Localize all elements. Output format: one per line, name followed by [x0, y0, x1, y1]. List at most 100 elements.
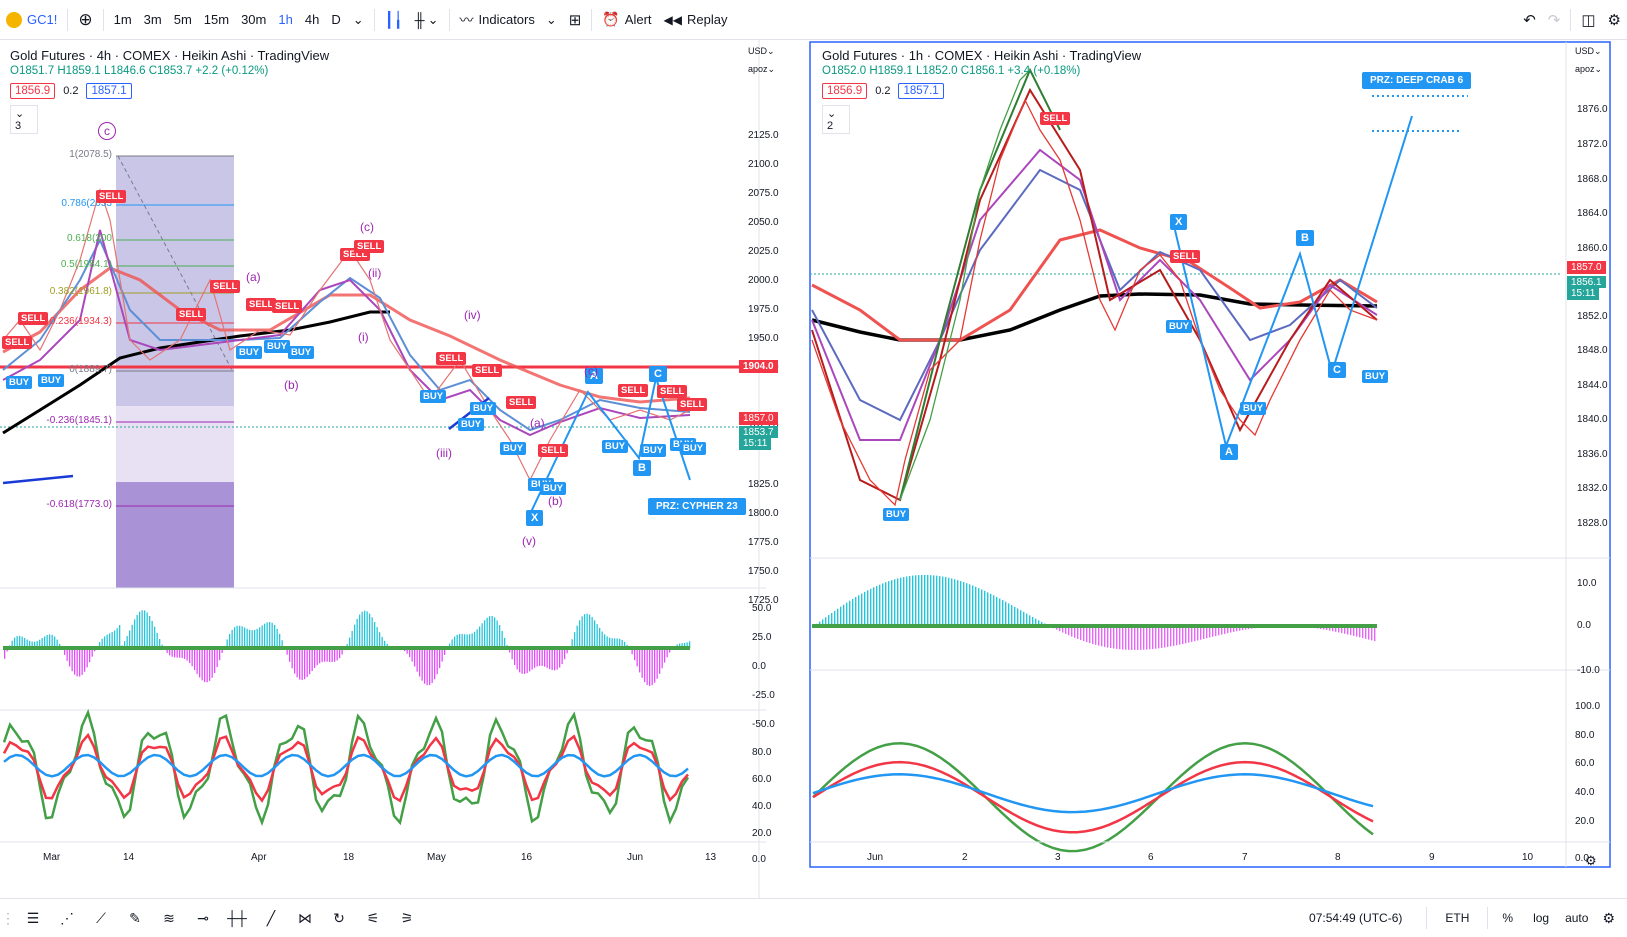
elliott-wave-label: (c): [584, 364, 598, 378]
session-toggle[interactable]: ETH: [1445, 911, 1470, 925]
layout-button[interactable]: ⊞: [563, 6, 588, 34]
abc-pattern-icon: ⋰: [60, 909, 74, 926]
chart-area[interactable]: [0, 40, 1627, 898]
log-toggle[interactable]: log: [1533, 911, 1550, 925]
drawing-tool-pen[interactable]: ✎: [118, 903, 152, 933]
pattern-point-label: A: [1220, 444, 1238, 460]
replay-label: Replay: [687, 12, 728, 27]
price-tick: 1844.0: [1577, 380, 1608, 391]
price-tick: 1852.0: [1577, 311, 1608, 322]
right-chart-pane[interactable]: [809, 41, 1611, 868]
drawing-tool-pattern[interactable]: ⋈: [288, 903, 322, 933]
drawing-tool-hline[interactable]: ⊸: [186, 903, 220, 933]
interval-dropdown[interactable]: ⌄: [347, 6, 370, 34]
rsi-tick: 40.0: [752, 801, 772, 812]
ask-price[interactable]: 1857.1: [898, 83, 944, 99]
gear-icon: ⚙: [1607, 11, 1621, 29]
pattern-point-label: C: [1328, 362, 1346, 378]
drawing-tool-lines[interactable]: ☰: [16, 903, 50, 933]
auto-toggle[interactable]: auto: [1565, 911, 1589, 925]
undo-button[interactable]: ↶: [1517, 6, 1542, 34]
interval-5m[interactable]: 5m: [173, 12, 192, 27]
date-label: Apr: [251, 852, 267, 863]
date-label: Mar: [43, 852, 61, 863]
price-tick: 1868.0: [1577, 174, 1608, 185]
time-axis-settings-icon: ⚙: [1585, 853, 1597, 868]
compare-button[interactable]: ⊕: [72, 6, 98, 34]
interval-3m[interactable]: 3m: [143, 12, 162, 27]
drawing-tool-cycle[interactable]: ↻: [322, 903, 356, 933]
left-legend: Gold Futures · 4h · COMEX · Heikin Ashi …: [10, 48, 329, 134]
redo-icon: ↷: [1547, 11, 1561, 29]
bid-price[interactable]: 1856.9: [10, 83, 56, 99]
buy-signal: BUY: [1240, 402, 1267, 415]
settings-button[interactable]: ⚙: [1602, 6, 1627, 34]
pen-icon: ✎: [129, 909, 141, 926]
indicators-button[interactable]: 〰 Indicators ⌄: [454, 6, 563, 34]
ma200-line: [2, 310, 390, 435]
rsi-red-line: [812, 760, 1374, 834]
macd-histogram: [816, 574, 1376, 650]
buy-signal: BUY: [500, 442, 527, 455]
drawing-tool-bars[interactable]: ┼┼: [220, 903, 254, 933]
price-tick: 2075.0: [748, 188, 779, 199]
drawing-tool-trendline[interactable]: ╱: [254, 903, 288, 933]
drawing-tool-waves[interactable]: ⟋: [84, 903, 118, 933]
candle-style-button[interactable]: ┃╽: [379, 6, 409, 34]
interval-D[interactable]: D: [331, 12, 341, 27]
ma200-line: [811, 292, 1378, 342]
sell-signal: SELL: [354, 240, 385, 253]
left-chart-pane[interactable]: [0, 40, 766, 898]
chart-settings-icon[interactable]: ⚙: [1602, 909, 1615, 926]
replay-button[interactable]: ◀◀ Replay: [658, 6, 734, 34]
interval-30m[interactable]: 30m: [241, 12, 267, 27]
spread: 0.2: [875, 85, 891, 97]
alert-label: Alert: [624, 12, 652, 27]
countdown-badge: 15:11: [1567, 288, 1600, 300]
cypher-pattern: [530, 374, 691, 513]
date-label: 10: [1522, 852, 1534, 863]
date-label: 8: [1335, 852, 1341, 863]
interval-4h[interactable]: 4h: [304, 12, 320, 27]
sell-signal: SELL: [436, 352, 467, 365]
drag-handle[interactable]: ⋮: [1, 909, 15, 926]
rsi-tick: 60.0: [1575, 758, 1595, 769]
redo-button[interactable]: ↷: [1542, 6, 1567, 34]
buy-signal: BUY: [288, 346, 315, 359]
bar-style-button[interactable]: ╫ ⌄: [409, 6, 445, 34]
bid-price[interactable]: 1856.9: [822, 83, 868, 99]
sell-signal: SELL: [210, 280, 241, 293]
drawing-tool-abc[interactable]: ⋰: [50, 903, 84, 933]
pattern-point-label: A: [585, 368, 603, 384]
collapse-indicators-button[interactable]: ⌄ 3: [10, 105, 38, 134]
ask-price[interactable]: 1857.1: [86, 83, 132, 99]
alert-button[interactable]: ⏰ Alert: [596, 6, 657, 34]
buy-signal: BUY: [470, 402, 497, 415]
drawing-tool-more[interactable]: ⚞: [390, 903, 424, 933]
horizontal-line-icon: ⊸: [197, 909, 209, 926]
last-price-badge: 1857.0: [1567, 261, 1606, 274]
rewind-icon: ◀◀: [663, 12, 682, 27]
split-view-button[interactable]: ◫: [1575, 6, 1601, 34]
collapse-indicators-button[interactable]: ⌄ 2: [822, 105, 850, 134]
percent-toggle[interactable]: %: [1502, 911, 1514, 925]
sell-signal: SELL: [96, 190, 127, 203]
drawing-tool-settings[interactable]: ⚟: [356, 903, 390, 933]
buy-signal: BUY: [236, 346, 263, 359]
fib-level-label: 1(2078.5): [69, 149, 112, 160]
fib-lower-box: [116, 482, 234, 588]
top-toolbar: GC1! ⊕ 1m 3m 5m 15m 30m 1h 4h D ⌄ ┃╽ ╫ ⌄ 〰 Indica…: [0, 0, 1627, 40]
bars-pattern-icon: ┼┼: [227, 910, 247, 926]
prz-label: PRZ: DEEP CRAB 6: [1362, 72, 1472, 89]
price-tick: 1828.0: [1577, 518, 1608, 529]
symbol-label: GC1!: [27, 12, 58, 27]
grid-icon: ⊞: [568, 11, 582, 29]
elliott-wave-icon: ⟋: [96, 909, 106, 926]
interval-15m[interactable]: 15m: [203, 12, 230, 27]
drawing-tool-fib[interactable]: ≋: [152, 903, 186, 933]
date-label: 9: [1429, 852, 1435, 863]
interval-1h[interactable]: 1h: [278, 12, 293, 27]
interval-1m[interactable]: 1m: [113, 12, 132, 27]
symbol-button[interactable]: GC1!: [0, 6, 63, 34]
clock-time[interactable]: 07:54:49 (UTC-6): [1309, 911, 1403, 925]
